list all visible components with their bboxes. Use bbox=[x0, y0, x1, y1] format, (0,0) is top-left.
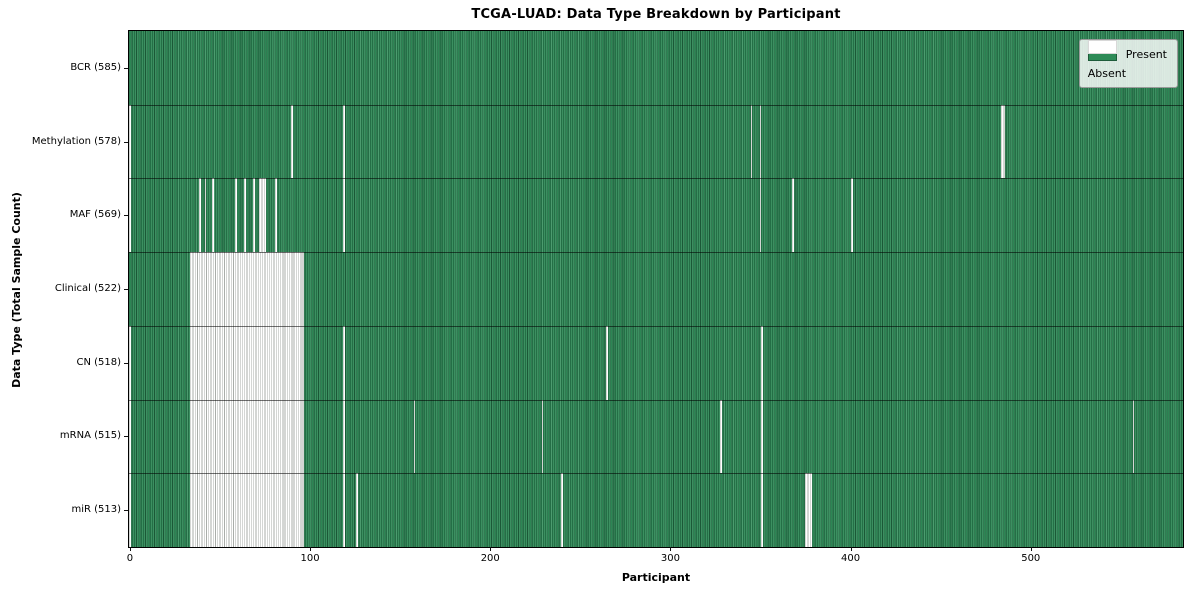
y-tick-label: mRNA (515) bbox=[59, 430, 121, 442]
y-tick-mark bbox=[124, 436, 128, 438]
x-tick-mark bbox=[1030, 547, 1032, 551]
row-divider bbox=[129, 399, 1183, 401]
absent-stripe bbox=[851, 178, 854, 253]
y-tick-label: Methylation (578) bbox=[31, 135, 121, 147]
row-divider bbox=[129, 325, 1183, 327]
legend: Present Absent bbox=[1078, 39, 1178, 88]
data-type-row-maf bbox=[129, 178, 1183, 253]
absent-stripe bbox=[190, 399, 304, 474]
absent-stripe bbox=[343, 325, 346, 400]
absent-stripe bbox=[129, 104, 131, 179]
absent-stripe bbox=[190, 252, 304, 326]
absent-stripe bbox=[750, 104, 753, 179]
absent-stripe bbox=[759, 104, 762, 179]
absent-stripe bbox=[759, 178, 762, 253]
y-tick-label: miR (513) bbox=[71, 504, 121, 516]
data-type-row-cn bbox=[129, 325, 1183, 400]
absent-stripe bbox=[258, 178, 266, 253]
y-tick-label: Clinical (522) bbox=[54, 283, 121, 294]
absent-stripe bbox=[190, 325, 304, 400]
x-tick-mark bbox=[670, 547, 672, 551]
x-axis-label: Participant bbox=[621, 571, 691, 584]
x-tick-mark bbox=[850, 547, 852, 551]
x-tick-label: 400 bbox=[841, 553, 861, 564]
y-tick-label: CN (518) bbox=[76, 356, 121, 368]
absent-stripe bbox=[343, 104, 346, 179]
absent-stripe bbox=[343, 399, 346, 474]
absent-stripe bbox=[413, 399, 416, 474]
absent-stripe bbox=[561, 473, 564, 547]
absent-stripe bbox=[792, 178, 794, 253]
y-tick-label: BCR (585) bbox=[70, 61, 121, 73]
absent-stripe bbox=[761, 473, 764, 547]
y-tick-mark bbox=[124, 362, 128, 364]
absent-stripe bbox=[1001, 104, 1005, 179]
y-tick-label: MAF (569) bbox=[69, 209, 121, 221]
absent-stripe bbox=[761, 399, 764, 474]
absent-stripe bbox=[129, 325, 131, 400]
absent-stripe bbox=[761, 325, 764, 400]
x-tick-label: 200 bbox=[480, 553, 500, 564]
absent-stripe bbox=[211, 178, 214, 253]
absent-stripe bbox=[1132, 399, 1135, 474]
absent-stripe bbox=[606, 325, 609, 400]
y-tick-mark bbox=[124, 215, 128, 217]
legend-swatch-absent-icon bbox=[1087, 40, 1117, 54]
legend-label-absent: Absent bbox=[1087, 67, 1127, 80]
data-type-row-clinical bbox=[129, 252, 1183, 326]
y-tick-mark bbox=[124, 141, 128, 143]
absent-stripe bbox=[541, 399, 544, 474]
absent-stripe bbox=[199, 178, 202, 253]
absent-stripe bbox=[204, 178, 207, 253]
data-type-row-mrna bbox=[129, 399, 1183, 474]
plot-area: Present Absent bbox=[128, 30, 1184, 548]
legend-label-present: Present bbox=[1125, 47, 1167, 61]
x-tick-label: 100 bbox=[300, 553, 320, 564]
absent-stripe bbox=[244, 178, 247, 253]
absent-stripe bbox=[719, 399, 722, 474]
row-divider bbox=[129, 104, 1183, 106]
data-type-row-methylation bbox=[129, 104, 1183, 179]
row-divider bbox=[129, 178, 1183, 180]
absent-stripe bbox=[343, 178, 346, 253]
absent-stripe bbox=[129, 178, 131, 253]
y-tick-mark bbox=[124, 289, 128, 290]
row-divider bbox=[129, 473, 1183, 475]
x-tick-mark bbox=[310, 547, 312, 551]
x-tick-label: 0 bbox=[126, 553, 134, 564]
data-type-row-bcr bbox=[129, 31, 1183, 105]
absent-stripe bbox=[343, 473, 346, 547]
absent-stripe bbox=[129, 473, 131, 547]
absent-stripe bbox=[235, 178, 238, 253]
x-tick-mark bbox=[129, 547, 131, 551]
absent-stripe bbox=[291, 104, 293, 179]
absent-stripe bbox=[190, 473, 304, 547]
chart-title: TCGA-LUAD: Data Type Breakdown by Partic… bbox=[471, 7, 841, 22]
legend-entry-absent: Absent bbox=[1087, 40, 1167, 80]
y-tick-mark bbox=[124, 67, 128, 69]
x-tick-label: 300 bbox=[660, 553, 680, 564]
absent-stripe bbox=[804, 473, 812, 547]
absent-stripe bbox=[274, 178, 277, 253]
row-divider bbox=[129, 252, 1183, 254]
x-tick-label: 500 bbox=[1021, 553, 1041, 564]
x-tick-mark bbox=[490, 547, 492, 551]
data-type-row-mir bbox=[129, 473, 1183, 547]
absent-stripe bbox=[356, 473, 358, 547]
absent-stripe bbox=[253, 178, 256, 253]
y-tick-mark bbox=[124, 510, 128, 512]
absent-stripe bbox=[129, 399, 131, 474]
